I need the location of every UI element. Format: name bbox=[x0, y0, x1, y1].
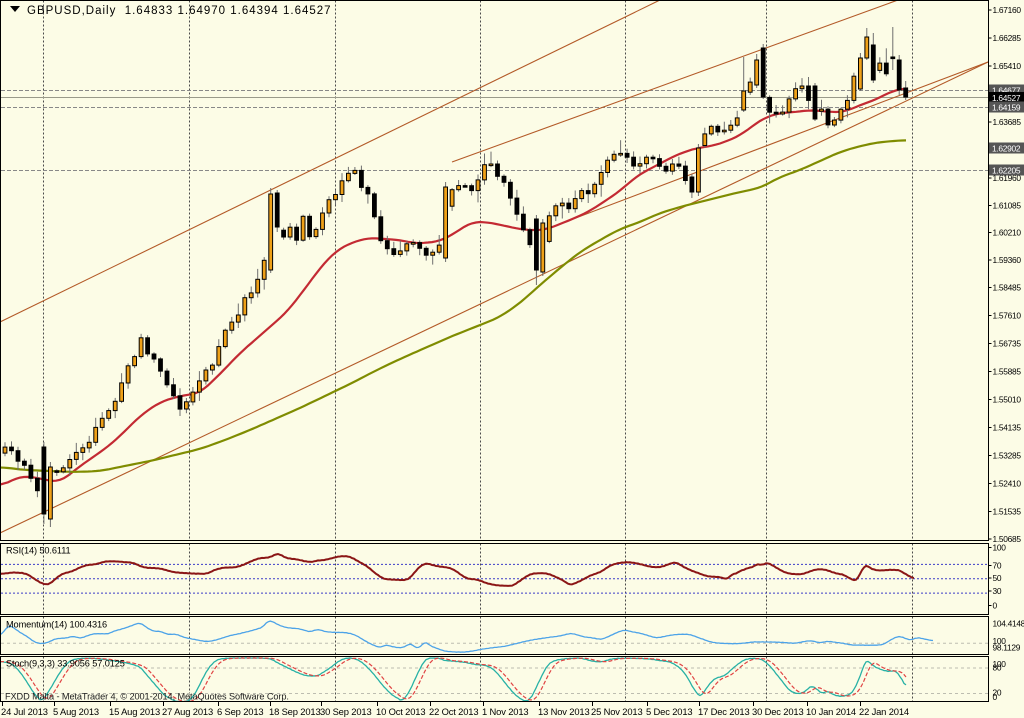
svg-text:1.65410: 1.65410 bbox=[993, 61, 1022, 71]
svg-text:Momentum(14) 100.4316: Momentum(14) 100.4316 bbox=[6, 620, 107, 630]
svg-text:1.63685: 1.63685 bbox=[993, 117, 1022, 127]
svg-text:10 Jan 2014: 10 Jan 2014 bbox=[806, 706, 856, 717]
svg-text:1 Nov 2013: 1 Nov 2013 bbox=[482, 706, 528, 717]
svg-text:1.53285: 1.53285 bbox=[993, 451, 1022, 461]
svg-text:80: 80 bbox=[993, 663, 1002, 673]
svg-text:1.62902: 1.62902 bbox=[992, 143, 1021, 153]
svg-text:Stoch(9,3,3) 33.9056 57.0125: Stoch(9,3,3) 33.9056 57.0125 bbox=[6, 659, 125, 669]
svg-text:30: 30 bbox=[993, 586, 1002, 596]
svg-text:10 Oct 2013: 10 Oct 2013 bbox=[376, 706, 425, 717]
svg-text:1.67160: 1.67160 bbox=[993, 5, 1022, 15]
svg-text:GBPUSD,Daily 1.64833 1.64970: GBPUSD,Daily 1.64833 1.64970 1.64394 1.6… bbox=[27, 5, 332, 17]
svg-text:1.55010: 1.55010 bbox=[993, 395, 1022, 405]
svg-text:1.60210: 1.60210 bbox=[993, 228, 1022, 238]
svg-text:13 Nov 2013: 13 Nov 2013 bbox=[538, 706, 590, 717]
svg-text:1.58485: 1.58485 bbox=[993, 283, 1022, 293]
svg-text:1.52410: 1.52410 bbox=[993, 479, 1022, 489]
svg-text:18 Sep 2013: 18 Sep 2013 bbox=[269, 706, 321, 717]
svg-text:1.57610: 1.57610 bbox=[993, 311, 1022, 321]
svg-text:27 Aug 2013: 27 Aug 2013 bbox=[162, 706, 213, 717]
svg-text:1.62205: 1.62205 bbox=[992, 165, 1021, 175]
svg-text:1.64527: 1.64527 bbox=[992, 93, 1021, 103]
svg-text:20: 20 bbox=[993, 688, 1002, 698]
svg-text:30 Sep 2013: 30 Sep 2013 bbox=[320, 706, 372, 717]
svg-text:1.64159: 1.64159 bbox=[992, 102, 1021, 112]
svg-text:6 Sep 2013: 6 Sep 2013 bbox=[217, 706, 263, 717]
svg-text:17 Dec 2013: 17 Dec 2013 bbox=[698, 706, 750, 717]
svg-text:5 Dec 2013: 5 Dec 2013 bbox=[646, 706, 692, 717]
svg-text:1.59360: 1.59360 bbox=[993, 255, 1022, 265]
svg-text:22 Oct 2013: 22 Oct 2013 bbox=[429, 706, 478, 717]
svg-text:50: 50 bbox=[993, 573, 1002, 583]
svg-text:1.66285: 1.66285 bbox=[993, 33, 1022, 43]
svg-text:104.4148: 104.4148 bbox=[993, 618, 1024, 628]
svg-text:22 Jan 2014: 22 Jan 2014 bbox=[859, 706, 909, 717]
svg-text:15 Aug 2013: 15 Aug 2013 bbox=[109, 706, 160, 717]
svg-text:1.64677: 1.64677 bbox=[992, 85, 1021, 95]
svg-text:1.54135: 1.54135 bbox=[993, 423, 1022, 433]
svg-text:0: 0 bbox=[993, 692, 998, 702]
svg-text:24 Jul 2013: 24 Jul 2013 bbox=[1, 706, 48, 717]
svg-text:1.61085: 1.61085 bbox=[993, 201, 1022, 211]
svg-text:1.56735: 1.56735 bbox=[993, 339, 1022, 349]
svg-text:1.61960: 1.61960 bbox=[993, 173, 1022, 183]
svg-text:100: 100 bbox=[993, 659, 1007, 669]
svg-text:1.50685: 1.50685 bbox=[993, 534, 1022, 544]
svg-text:1.51535: 1.51535 bbox=[993, 507, 1022, 517]
svg-text:100: 100 bbox=[993, 636, 1007, 646]
svg-text:30 Dec 2013: 30 Dec 2013 bbox=[752, 706, 804, 717]
svg-text:100: 100 bbox=[993, 543, 1007, 553]
svg-text:98.1129: 98.1129 bbox=[993, 643, 1021, 653]
svg-text:0: 0 bbox=[993, 601, 998, 611]
svg-text:RSI(14) 50.6111: RSI(14) 50.6111 bbox=[6, 546, 71, 556]
svg-text:25 Nov 2013: 25 Nov 2013 bbox=[591, 706, 643, 717]
svg-text:70: 70 bbox=[993, 561, 1002, 571]
svg-text:FXDD Malta - MetaTrader 4, © 2: FXDD Malta - MetaTrader 4, © 2001-2014, … bbox=[5, 692, 289, 702]
svg-text:1.55885: 1.55885 bbox=[993, 367, 1022, 377]
svg-text:5 Aug 2013: 5 Aug 2013 bbox=[53, 706, 99, 717]
